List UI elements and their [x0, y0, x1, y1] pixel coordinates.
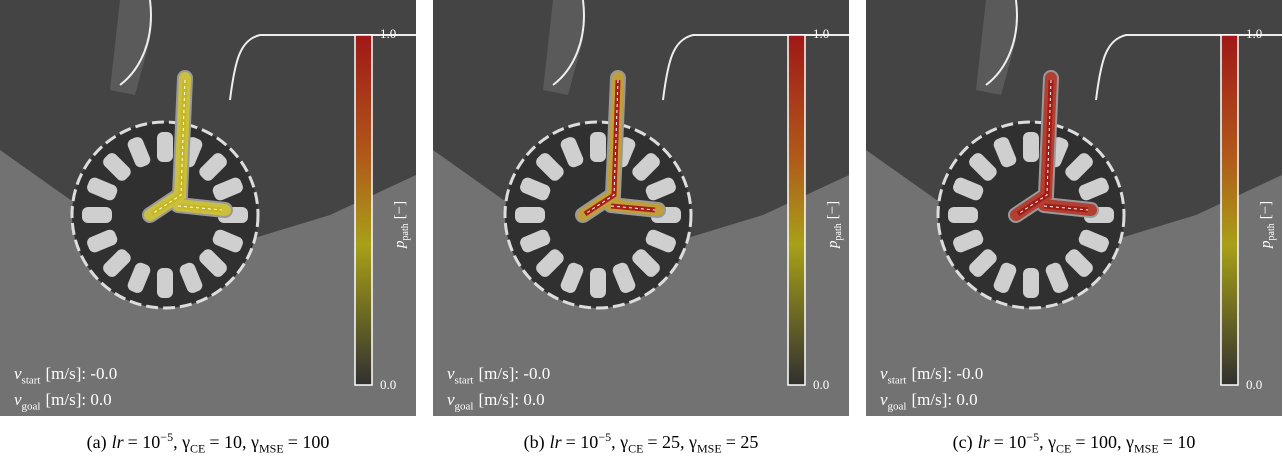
caption-part: = 100	[288, 432, 330, 452]
colorbar-max: 1.0	[380, 26, 396, 42]
subscript: path	[1266, 223, 1277, 240]
colorbar-label: ppath [−]	[1258, 201, 1277, 248]
slot	[590, 268, 606, 298]
caption-part: CE	[190, 442, 205, 456]
symbol: p	[392, 241, 408, 249]
slot	[82, 207, 112, 223]
value: [m/s]: -0.0	[912, 364, 984, 383]
value: [m/s]: 0.0	[479, 390, 545, 409]
subscript: goal	[455, 400, 474, 412]
caption-part: MSE	[259, 442, 284, 456]
unit: [−]	[825, 201, 841, 219]
colorbar-label: ppath [−]	[392, 201, 411, 248]
subscript: start	[888, 374, 907, 386]
caption-part: = 25	[726, 432, 759, 452]
symbol: v	[14, 390, 22, 409]
symbol: p	[1258, 241, 1274, 249]
caption-part: , γ	[1039, 432, 1056, 452]
caption: (a)lr= 10−5, γCE = 10, γMSE = 100	[0, 430, 416, 457]
v-goal: vgoal [m/s]: 0.0	[447, 390, 545, 412]
caption-part: , γ	[173, 432, 190, 452]
slot	[948, 207, 978, 223]
colorbar-min: 0.0	[813, 377, 829, 393]
slot	[515, 207, 545, 223]
colorbar	[788, 35, 805, 385]
caption: (b)lr= 10−5, γCE = 25, γMSE = 25	[433, 430, 849, 457]
caption-part: CE	[1056, 442, 1071, 456]
colorbar-max: 1.0	[1246, 26, 1262, 42]
caption-part: MSE	[1134, 442, 1159, 456]
caption-part: = 100, γ	[1075, 432, 1134, 452]
caption-part: lr	[550, 432, 562, 452]
colorbar	[355, 35, 372, 385]
colorbar-label: ppath [−]	[825, 201, 844, 248]
caption-part: = 10, γ	[209, 432, 259, 452]
caption: (c)lr= 10−5, γCE= 100, γMSE= 10	[866, 430, 1282, 457]
caption-part: = 10	[1163, 432, 1196, 452]
scene	[0, 0, 416, 416]
slot	[1023, 268, 1039, 298]
caption-part: −5	[160, 430, 173, 444]
scene	[433, 0, 849, 416]
caption-part: lr	[112, 432, 124, 452]
colorbar-min: 0.0	[1246, 377, 1262, 393]
value: [m/s]: -0.0	[479, 364, 551, 383]
caption-part: = 10	[128, 432, 161, 452]
symbol: v	[447, 364, 455, 383]
subscript: goal	[22, 400, 41, 412]
caption-part: = 10	[994, 432, 1027, 452]
v-start: vstart [m/s]: -0.0	[880, 364, 983, 386]
value: [m/s]: 0.0	[46, 390, 112, 409]
v-goal: vgoal [m/s]: 0.0	[880, 390, 978, 412]
subscript: path	[400, 223, 411, 240]
slot	[157, 268, 173, 298]
unit: [−]	[1258, 201, 1274, 219]
slot	[157, 132, 173, 162]
symbol: v	[880, 390, 888, 409]
caption-part: (a)	[87, 432, 107, 452]
caption-part: = 25, γ	[647, 432, 697, 452]
symbol: v	[14, 364, 22, 383]
caption-part: , γ	[611, 432, 628, 452]
caption-part: CE	[628, 442, 643, 456]
v-goal: vgoal [m/s]: 0.0	[14, 390, 112, 412]
colorbar	[1221, 35, 1238, 385]
symbol: p	[825, 241, 841, 249]
v-start: vstart [m/s]: -0.0	[447, 364, 550, 386]
value: [m/s]: -0.0	[46, 364, 118, 383]
subscript: start	[455, 374, 474, 386]
subscript: goal	[888, 400, 907, 412]
slot	[1023, 132, 1039, 162]
symbol: v	[447, 390, 455, 409]
colorbar-min: 0.0	[380, 377, 396, 393]
slot	[590, 132, 606, 162]
caption-part: (b)	[524, 432, 545, 452]
caption-part: lr	[978, 432, 990, 452]
value: [m/s]: 0.0	[912, 390, 978, 409]
subscript: start	[22, 374, 41, 386]
caption-part: = 10	[566, 432, 599, 452]
unit: [−]	[392, 201, 408, 219]
scene	[866, 0, 1282, 416]
panel: 1.00.0ppath[−]vstart[m/s]: -0.0vgoal[m/s…	[0, 0, 416, 468]
page: 1.00.0ppath[−]vstart[m/s]: -0.0vgoal[m/s…	[0, 0, 1283, 468]
caption-part: −5	[598, 430, 611, 444]
caption-part: (c)	[953, 432, 973, 452]
caption-part: −5	[1026, 430, 1039, 444]
caption-part: MSE	[697, 442, 722, 456]
symbol: v	[880, 364, 888, 383]
v-start: vstart [m/s]: -0.0	[14, 364, 117, 386]
colorbar-max: 1.0	[813, 26, 829, 42]
subscript: path	[833, 223, 844, 240]
